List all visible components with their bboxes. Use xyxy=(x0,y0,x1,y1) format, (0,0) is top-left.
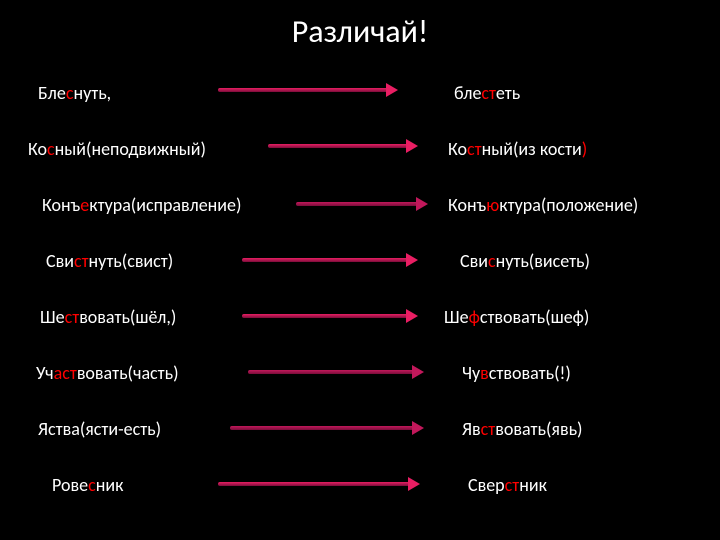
word-pair-row: Шествовать(шёл,)Шефствовать(шеф) xyxy=(0,289,720,345)
right-word: Чувствовать(!) xyxy=(462,362,571,384)
highlight-span: ст xyxy=(74,250,89,272)
text-span: Конъ xyxy=(448,194,486,216)
text-span: вовать(шёл,) xyxy=(79,306,176,328)
page-title: Различай! xyxy=(0,0,720,65)
arrow-line xyxy=(230,426,414,430)
right-word: Шефствовать(шеф) xyxy=(444,306,589,328)
right-word: Конъюктура(положение) xyxy=(448,194,638,216)
text-span: Чу xyxy=(462,362,480,384)
highlight-span: ст xyxy=(65,306,80,328)
left-word: Конъектура(исправление) xyxy=(42,194,241,216)
text-span: Рове xyxy=(52,474,88,496)
highlight-span: ст xyxy=(467,138,482,160)
word-pair-row: Конъектура(исправление)Конъюктура(положе… xyxy=(0,177,720,233)
text-span: ствовать(!) xyxy=(489,362,571,384)
arrow-head-icon xyxy=(406,309,418,323)
highlight-span: ст xyxy=(481,418,496,440)
text-span: Яв xyxy=(462,418,481,440)
text-span: Яства(ясти-есть) xyxy=(38,418,161,440)
left-word: Свистнуть(свист) xyxy=(46,250,173,272)
text-span: нуть, xyxy=(73,82,111,104)
arrow-head-icon xyxy=(406,253,418,267)
arrow-icon xyxy=(296,201,428,207)
highlight-span: е xyxy=(80,194,89,216)
arrow-head-icon xyxy=(408,477,420,491)
word-pair-row: Яства(ясти-есть) Явствовать(явь) xyxy=(0,401,720,457)
left-word: Яства(ясти-есть) xyxy=(38,418,161,440)
left-word: Косный(неподвижный) xyxy=(28,138,206,160)
arrow-line xyxy=(248,370,414,374)
text-span: бле xyxy=(454,82,481,104)
arrow-head-icon xyxy=(412,421,424,435)
arrow-line xyxy=(268,144,408,148)
text-span: вовать(явь) xyxy=(495,418,582,440)
arrow-head-icon xyxy=(416,197,428,211)
arrow-line xyxy=(218,482,410,486)
text-span: нуть(висеть) xyxy=(496,250,590,272)
left-word: Шествовать(шёл,) xyxy=(40,306,176,328)
text-span: Ше xyxy=(444,306,469,328)
highlight-span: в xyxy=(480,362,489,384)
highlight-span: ст xyxy=(481,82,495,104)
arrow-line xyxy=(242,258,408,262)
highlight-span: ) xyxy=(582,138,587,160)
highlight-span: с xyxy=(88,474,96,496)
text-span: вовать(часть) xyxy=(77,362,179,384)
text-span: Ше xyxy=(40,306,65,328)
arrow-line xyxy=(242,314,408,318)
left-word: Блеснуть, xyxy=(38,82,111,104)
arrow-line xyxy=(296,202,418,206)
text-span: Ко xyxy=(448,138,467,160)
right-word: Костный(из кости) xyxy=(448,138,587,160)
text-span: ный(неподвижный) xyxy=(55,138,206,160)
highlight-span: ф xyxy=(469,306,480,328)
text-span: ствовать(шеф) xyxy=(480,306,590,328)
highlight-span: ст xyxy=(505,474,520,496)
arrow-line xyxy=(218,88,388,92)
arrow-icon xyxy=(230,425,424,431)
text-span: Свер xyxy=(468,474,505,496)
highlight-span: с xyxy=(488,250,496,272)
right-word: Явствовать(явь) xyxy=(462,418,582,440)
highlight-span: ю xyxy=(486,194,499,216)
arrow-icon xyxy=(218,87,398,93)
text-span: Бле xyxy=(38,82,66,104)
highlight-span: с xyxy=(47,138,55,160)
text-span: Сви xyxy=(460,250,488,272)
arrow-icon xyxy=(268,143,418,149)
word-pair-row: Участвовать(часть) Чувствовать(!) xyxy=(0,345,720,401)
word-pair-row: Косный(неподвижный)Костный(из кости) xyxy=(0,121,720,177)
word-pair-row: Блеснуть, блестеть xyxy=(0,65,720,121)
rows-container: Блеснуть,блестетьКосный(неподвижный)Кост… xyxy=(0,65,720,513)
text-span: Конъ xyxy=(42,194,80,216)
text-span: ник xyxy=(519,474,547,496)
arrow-head-icon xyxy=(406,139,418,153)
text-span: ник xyxy=(96,474,124,496)
right-word: Сверстник xyxy=(468,474,547,496)
left-word: Участвовать(часть) xyxy=(36,362,179,384)
text-span: Сви xyxy=(46,250,74,272)
arrow-icon xyxy=(242,313,418,319)
word-pair-row: РовесникСверстник xyxy=(0,457,720,513)
arrow-head-icon xyxy=(386,83,398,97)
right-word: блестеть xyxy=(454,82,520,104)
text-span: Ко xyxy=(28,138,47,160)
text-span: ный(из кости xyxy=(482,138,582,160)
word-pair-row: Свистнуть(свист)Свиснуть(висеть) xyxy=(0,233,720,289)
arrow-head-icon xyxy=(412,365,424,379)
text-span: нуть(свист) xyxy=(89,250,174,272)
left-word: Ровесник xyxy=(52,474,123,496)
arrow-icon xyxy=(242,257,418,263)
text-span: еть xyxy=(496,82,520,104)
text-span: ктура(исправление) xyxy=(89,194,241,216)
highlight-span: аст xyxy=(54,362,77,384)
arrow-icon xyxy=(248,369,424,375)
text-span: Уч xyxy=(36,362,54,384)
text-span: ктура(положение) xyxy=(499,194,638,216)
right-word: Свиснуть(висеть) xyxy=(460,250,590,272)
arrow-icon xyxy=(218,481,420,487)
